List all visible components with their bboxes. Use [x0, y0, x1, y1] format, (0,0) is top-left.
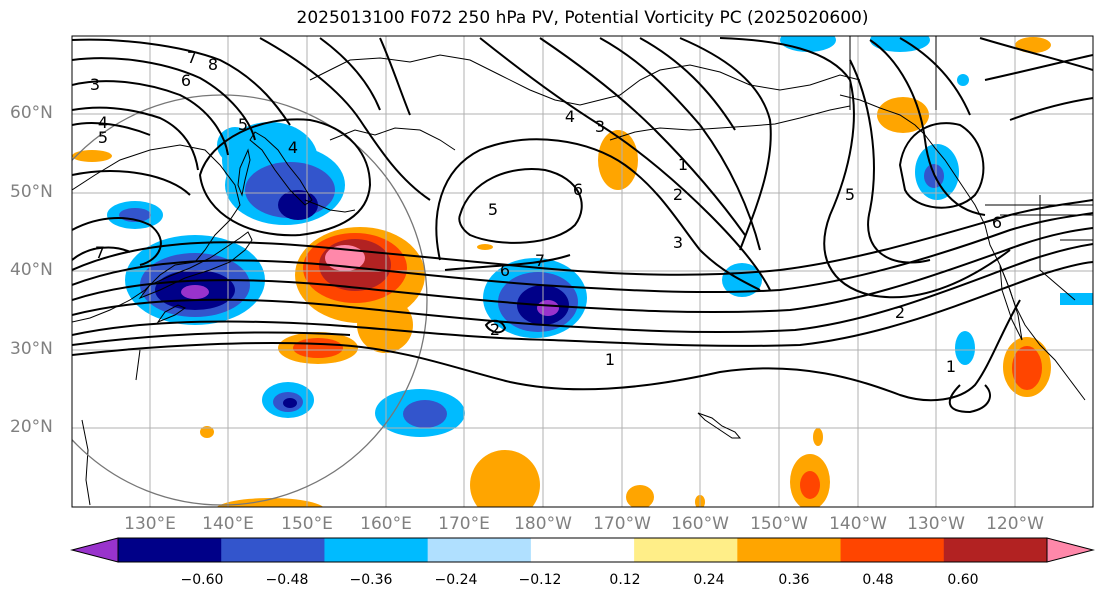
colorbar-tick: 0.24 — [693, 572, 725, 588]
colorbar-tick: −0.24 — [434, 572, 478, 588]
map-frame — [71, 35, 1094, 508]
contour-label: 7 — [187, 48, 197, 67]
lon-label-180w: 180°W — [514, 514, 572, 534]
colorbar-swatch — [221, 538, 325, 562]
contour-label: 3 — [90, 75, 100, 94]
contour-label: 4 — [565, 107, 575, 126]
colorbar-swatch — [530, 538, 635, 562]
contour-label: 6 — [992, 213, 1002, 232]
contour-label: 2 — [490, 320, 500, 339]
highlight-circle — [72, 94, 428, 506]
lon-label-160w: 160°W — [671, 514, 729, 534]
lat-label-40n: 40°N — [10, 260, 53, 280]
lon-label-130w: 130°W — [907, 514, 965, 534]
map-title: 2025013100 F072 250 hPa PV, Potential Vo… — [296, 8, 869, 28]
colorbar-tick: −0.60 — [180, 572, 224, 588]
colorbar-tick: 0.36 — [778, 572, 810, 588]
colorbar-frame — [117, 537, 1048, 563]
contour-label: 7 — [535, 251, 545, 270]
contour-label: 5 — [488, 200, 498, 219]
contour-label: 4 — [98, 113, 108, 132]
colorbar-tick: 0.12 — [609, 572, 641, 588]
contour-label: 1 — [946, 357, 956, 376]
lon-label-140w: 140°W — [829, 514, 887, 534]
lon-label-130e: 130°E — [124, 514, 176, 534]
contour-label: 1 — [605, 350, 615, 369]
colorbar-segments — [118, 538, 1048, 562]
contour-label: 2 — [673, 185, 683, 204]
contour-label: 5 — [98, 128, 108, 147]
contour-labels: 3 7 8 6 4 5 5 4 7 4 3 1 2 6 5 7 6 3 2 1 … — [90, 48, 1002, 376]
contour-label: 3 — [673, 233, 683, 252]
pv-contours — [72, 37, 1093, 414]
lon-label-140e: 140°E — [202, 514, 254, 534]
contour-label: 7 — [95, 243, 105, 262]
colorbar-extend-low — [70, 537, 119, 563]
lon-label-150w: 150°W — [750, 514, 808, 534]
colorbar-tick: 0.48 — [862, 572, 894, 588]
colorbar-swatch — [118, 538, 222, 562]
lat-label-50n: 50°N — [10, 182, 53, 202]
lat-label-20n: 20°N — [10, 417, 53, 437]
colorbar-tick: 0.60 — [947, 572, 979, 588]
contour-label: 5 — [845, 185, 855, 204]
contour-label: 4 — [288, 138, 298, 157]
lon-label-120w: 120°W — [986, 514, 1044, 534]
lon-label-150e: 150°E — [281, 514, 333, 534]
colorbar-swatch — [840, 538, 945, 562]
colorbar-swatch — [324, 538, 429, 562]
contour-label: 1 — [678, 155, 688, 174]
lon-label-160e: 160°E — [360, 514, 412, 534]
lon-label-170e: 170°E — [438, 514, 490, 534]
colorbar-swatch — [634, 538, 738, 562]
colorbar-swatch — [427, 538, 532, 562]
contour-label: 3 — [595, 117, 605, 136]
contour-label: 5 — [238, 115, 248, 134]
lat-label-60n: 60°N — [10, 103, 53, 123]
lon-label-170w: 170°W — [593, 514, 651, 534]
colorbar-swatch — [943, 538, 1048, 562]
contour-label: 6 — [181, 71, 191, 90]
colorbar-tick: −0.36 — [349, 572, 393, 588]
colorbar-tick: −0.12 — [518, 572, 562, 588]
colorbar-swatch — [737, 538, 842, 562]
lat-label-30n: 30°N — [10, 339, 53, 359]
colorbar-extend-high — [1046, 537, 1095, 563]
contour-label: 6 — [500, 261, 510, 280]
colorbar-tick: −0.48 — [265, 572, 309, 588]
contour-label: 2 — [895, 303, 905, 322]
colorbar — [70, 537, 1095, 563]
coastlines — [72, 36, 1093, 506]
map-area: 3 7 8 6 4 5 5 4 7 4 3 1 2 6 5 7 6 3 2 1 … — [72, 36, 1093, 507]
contour-label: 6 — [573, 180, 583, 199]
contour-label: 8 — [208, 55, 218, 74]
